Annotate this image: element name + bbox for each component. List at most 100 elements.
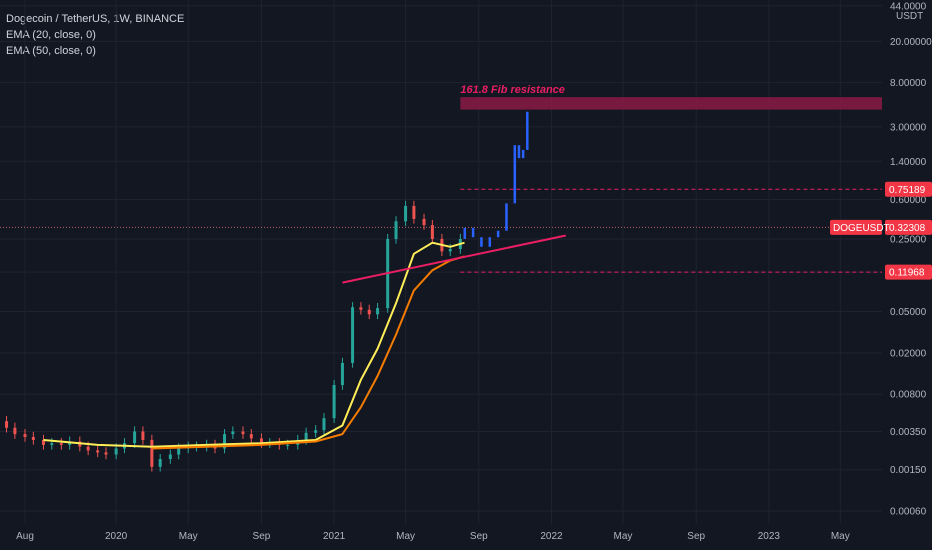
chart-legend: Dogecoin / TetherUS, 1W, BINANCE EMA (20… — [6, 11, 184, 59]
y-tick-label: 44.0000 — [890, 1, 927, 12]
candle-body — [340, 362, 344, 386]
candle-body — [241, 431, 245, 435]
last-price-badge-bg — [885, 219, 932, 235]
ema50-line — [151, 255, 465, 450]
candle-body — [114, 448, 118, 455]
x-tick-label: May — [179, 531, 198, 542]
candle-body — [86, 446, 90, 451]
support-trendline — [342, 234, 566, 284]
y-tick-label: 0.02000 — [890, 348, 927, 359]
candle-body — [231, 431, 235, 435]
candle-body — [96, 450, 100, 453]
y-tick-label: 0.25000 — [890, 234, 927, 245]
projection-bar — [517, 145, 521, 159]
y-unit-label: USDT — [896, 11, 923, 22]
candle-body — [104, 452, 108, 455]
y-tick-label: 0.00060 — [890, 507, 927, 518]
candle-body — [259, 438, 263, 444]
trendline-layer[interactable] — [342, 234, 566, 284]
symbol-badge-bg — [830, 219, 882, 235]
candle-body — [422, 218, 426, 226]
candle-body — [430, 225, 434, 239]
candle-body — [304, 432, 308, 440]
level-layer — [0, 188, 882, 273]
x-tick-label: May — [613, 531, 632, 542]
y-tick-label: 0.05000 — [890, 307, 927, 318]
projection-bar — [496, 230, 500, 238]
fib-zone-layer: 161.8 Fib resistance — [460, 84, 882, 110]
symbol-badge: DOGEUSDT — [833, 223, 890, 234]
projection-bar — [513, 145, 517, 204]
candle-body — [13, 427, 17, 435]
projection-bar — [463, 227, 467, 239]
level-badge: 0.75189 — [889, 185, 926, 196]
level-badge-bg — [885, 264, 932, 280]
candle-body — [168, 454, 172, 460]
candle-body — [177, 448, 181, 455]
y-tick-label: 20.00000 — [890, 37, 932, 48]
x-tick-label: May — [396, 531, 415, 542]
candle-body — [412, 205, 416, 219]
y-tick-label: 0.00800 — [890, 390, 927, 401]
candle-body — [133, 431, 137, 444]
candle-body — [367, 309, 371, 315]
projection-bars — [463, 111, 529, 247]
last-price-badge: 0.32308 — [889, 223, 926, 234]
candle-body — [359, 307, 363, 310]
projection-bar — [480, 237, 483, 247]
y-tick-label: 3.00000 — [890, 122, 927, 133]
candle-body — [404, 205, 408, 222]
candle-body — [286, 444, 290, 446]
x-tick-label: May — [831, 531, 850, 542]
candle-body — [322, 418, 326, 431]
candle-body — [376, 308, 380, 315]
fib-zone-label: 161.8 Fib resistance — [460, 84, 565, 96]
ema20-legend[interactable]: EMA (20, close, 0) — [6, 29, 96, 41]
candle-body — [314, 430, 318, 433]
candle-body — [351, 307, 355, 363]
projection-bar — [526, 111, 529, 150]
x-tick-label: Sep — [253, 531, 271, 542]
x-tick-label: 2020 — [105, 531, 128, 542]
symbol-title[interactable]: Dogecoin / TetherUS, 1W, BINANCE — [6, 13, 185, 25]
candle-body — [332, 385, 336, 419]
projection-bar — [505, 203, 508, 231]
candle-body — [23, 434, 27, 437]
candle-body — [141, 431, 145, 440]
y-tick-label: 0.60000 — [890, 195, 927, 206]
candle-body — [59, 443, 63, 445]
price-axis[interactable]: 44.0000 20.00000 8.00000 3.00000 1.40000 0.60… — [890, 1, 932, 517]
y-tick-label: 0.00350 — [890, 427, 927, 438]
candle-body — [223, 434, 227, 449]
candle-body — [158, 459, 162, 467]
candles — [5, 200, 462, 472]
fib-resistance-zone — [460, 97, 882, 110]
candle-body — [448, 249, 452, 252]
x-tick-label: 2021 — [323, 531, 346, 542]
projection-bar — [471, 227, 475, 238]
x-tick-label: Sep — [687, 531, 705, 542]
ema-lines — [43, 241, 465, 450]
x-tick-label: Aug — [16, 531, 34, 542]
x-tick-label: Sep — [470, 531, 488, 542]
y-tick-label: 0.00150 — [890, 465, 927, 476]
y-tick-label: 8.00000 — [890, 78, 927, 89]
level-badge-bg — [885, 181, 932, 197]
level-badge: 0.11968 — [889, 268, 925, 279]
candle-body — [50, 443, 54, 445]
time-axis[interactable]: Aug 2020 May Sep 2021 May Sep 2022 May Sep 2023 May — [16, 531, 850, 542]
candle-body — [394, 221, 398, 239]
x-tick-label: 2023 — [758, 531, 781, 542]
ema50-legend[interactable]: EMA (50, close, 0) — [6, 45, 96, 57]
candle-body — [41, 439, 45, 445]
candle-body — [5, 421, 9, 428]
y-tick-label: 1.40000 — [890, 157, 927, 168]
projection-bar — [521, 149, 525, 159]
x-tick-label: 2022 — [540, 531, 563, 542]
candle-body — [150, 439, 154, 467]
projection-bar — [488, 237, 492, 247]
candle-body — [31, 436, 35, 440]
candle-body — [249, 434, 253, 439]
